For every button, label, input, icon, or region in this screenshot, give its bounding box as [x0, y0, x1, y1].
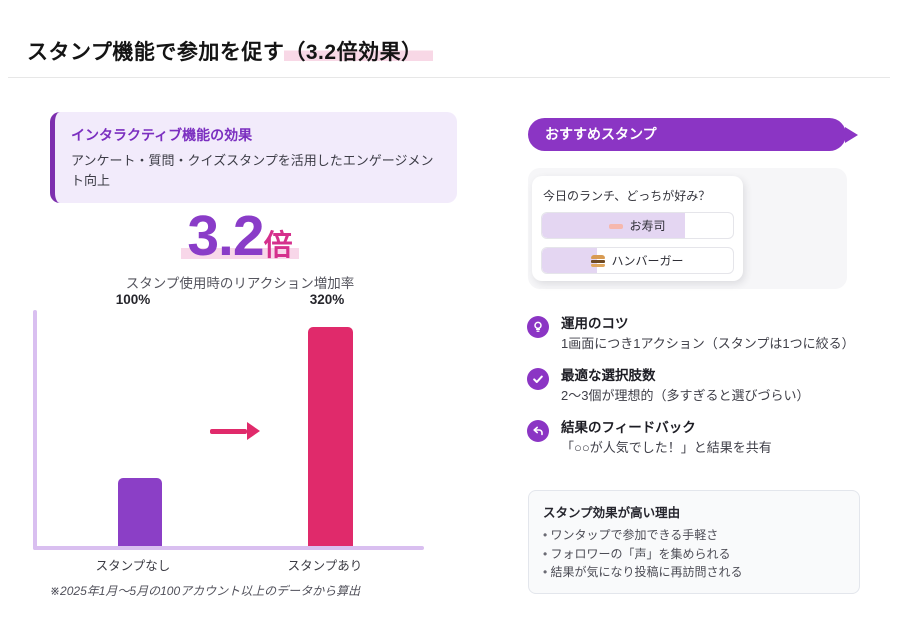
tip-texts: 結果のフィードバック 「○○が人気でした！」と結果を共有	[561, 420, 772, 457]
chart-x-axis	[33, 546, 424, 550]
arrow-head	[247, 422, 260, 440]
chart-y-axis	[33, 310, 37, 550]
reasons-title: スタンプ効果が高い理由	[543, 506, 681, 520]
tip-title: 結果のフィードバック	[561, 420, 696, 436]
tip-title: 運用のコツ	[561, 316, 629, 331]
poll-option-text: お寿司	[629, 219, 666, 233]
interactive-effect-callout: インタラクティブ機能の効果 アンケート・質問・クイズスタンプを活用したエンゲージ…	[50, 112, 457, 203]
poll-question: 今日のランチ、どっちが好み？	[543, 189, 711, 203]
tip-desc: 「○○が人気でした！」と結果を共有	[561, 440, 772, 456]
check-icon	[527, 368, 549, 391]
bar-no-stamp	[118, 478, 162, 546]
tip-feedback: 結果のフィードバック 「○○が人気でした！」と結果を共有	[527, 420, 887, 457]
poll-option-text: ハンバーガー	[611, 254, 684, 268]
big-stat: 3.2倍 スタンプ使用時のリアクション増加率	[30, 208, 450, 292]
bar-value-label-no-stamp: 100%	[115, 292, 151, 307]
arrow-shaft	[210, 429, 247, 434]
poll-option-label: お寿司	[609, 217, 666, 234]
poll-option-sushi[interactable]: お寿司	[541, 212, 734, 239]
stat-value-wrap: 3.2倍	[181, 208, 299, 265]
reasons-box: スタンプ効果が高い理由 ワンタップで参加できる手軽さ フォロワーの「声」を集めら…	[528, 490, 860, 594]
tips-list: 運用のコツ 1画面につき1アクション（スタンプは1つに絞る） 最適な選択肢数 2…	[527, 316, 887, 472]
poll-option-hamburger[interactable]: ハンバーガー	[541, 247, 734, 274]
category-label-no-stamp: スタンプなし	[95, 559, 171, 573]
lightbulb-icon	[527, 316, 549, 338]
poll-result-fill	[542, 248, 598, 273]
reason-item: 結果が気になり投稿に再訪問される	[543, 563, 845, 582]
category-label-with-stamp: スタンプあり	[287, 559, 363, 573]
tip-texts: 運用のコツ 1画面につき1アクション（スタンプは1つに絞る）	[561, 316, 855, 353]
tip-desc: 1画面につき1アクション（スタンプは1つに絞る）	[561, 336, 855, 352]
header-divider	[8, 77, 890, 78]
bar-with-stamp	[308, 327, 353, 546]
poll-example-card: 今日のランチ、どっちが好み？ お寿司 ハンバーガー	[532, 176, 743, 281]
page-title-highlight: （3.2倍効果）	[284, 41, 433, 64]
callout-body: アンケート・質問・クイズスタンプを活用したエンゲージメント向上	[71, 153, 434, 188]
banner-label: おすすめスタンプ	[545, 126, 657, 142]
sushi-icon	[609, 223, 624, 229]
poll-option-label: ハンバーガー	[591, 252, 684, 269]
callout-title: インタラクティブ機能の効果	[71, 127, 253, 143]
page-title-main: スタンプ機能で参加を促す	[27, 41, 285, 64]
reason-item: フォロワーの「声」を集められる	[543, 545, 845, 564]
tip-title: 最適な選択肢数	[561, 368, 656, 384]
hamburger-icon	[591, 254, 606, 267]
reply-arrow-icon	[527, 420, 549, 443]
stat-value: 3.2	[187, 204, 264, 268]
bar-value-label-with-stamp: 320%	[309, 292, 345, 307]
tip-texts: 最適な選択肢数 2〜3個が理想的（多すぎると選びづらい）	[561, 368, 809, 405]
increase-arrow-icon	[210, 422, 260, 440]
tip-desc: 2〜3個が理想的（多すぎると選びづらい）	[561, 388, 810, 404]
recommended-stamp-banner: おすすめスタンプ	[528, 118, 846, 151]
tip-operation: 運用のコツ 1画面につき1アクション（スタンプは1つに絞る）	[527, 316, 887, 353]
data-source-footnote: ※2025年1月〜5月の100アカウント以上のデータから算出	[50, 584, 361, 598]
reason-item: ワンタップで参加できる手軽さ	[543, 526, 845, 545]
stat-unit: 倍	[263, 230, 293, 262]
page-title: スタンプ機能で参加を促す（3.2倍効果）	[27, 36, 433, 66]
stat-caption: スタンプ使用時のリアクション増加率	[125, 276, 355, 291]
tip-choices: 最適な選択肢数 2〜3個が理想的（多すぎると選びづらい）	[527, 368, 887, 405]
